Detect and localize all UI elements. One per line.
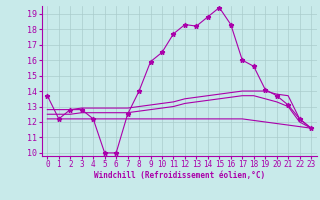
X-axis label: Windchill (Refroidissement éolien,°C): Windchill (Refroidissement éolien,°C) [94,171,265,180]
